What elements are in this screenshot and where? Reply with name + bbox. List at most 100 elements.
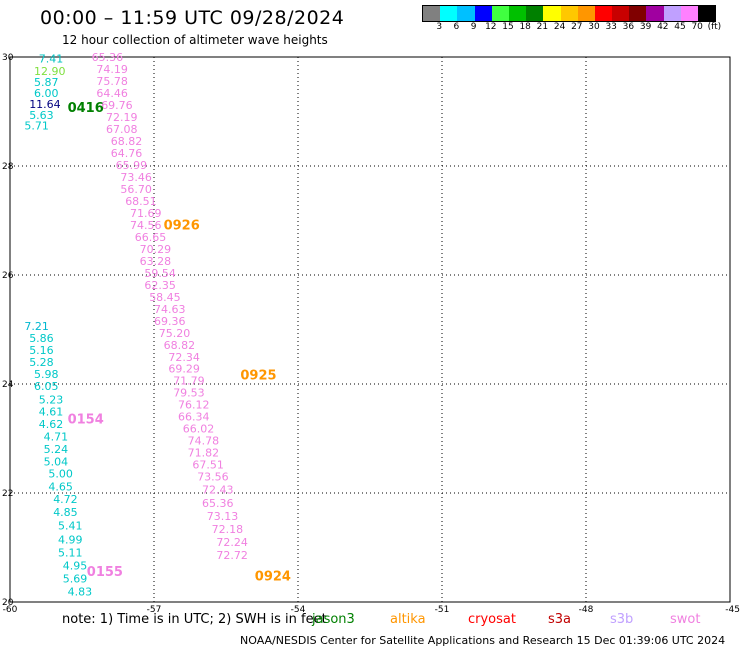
chart-title: 00:00 – 11:59 UTC 09/28/2024	[40, 7, 345, 29]
data-point-label: 75.78	[96, 75, 128, 88]
data-point-label: 4.83	[68, 586, 93, 599]
data-point-label: 5.00	[48, 467, 73, 480]
color-scale-swatch	[423, 6, 441, 21]
data-point-label: 74.19	[96, 63, 128, 76]
footer-note: note: 1) Time is in UTC; 2) SWH is in fe…	[62, 612, 327, 627]
data-point-label: 72.19	[106, 111, 138, 124]
color-scale-label: 70	[691, 22, 703, 32]
color-scale-swatch	[612, 6, 630, 21]
color-scale-swatch	[577, 6, 595, 21]
x-tick-label: -45	[725, 605, 740, 615]
y-tick-label: 24	[2, 380, 14, 390]
color-scale-swatch	[474, 6, 492, 21]
color-scale-label: 33	[605, 22, 617, 32]
color-scale-label: 27	[571, 22, 583, 32]
data-point-label: 76.12	[178, 399, 210, 412]
data-point-label: 12.90	[34, 65, 66, 78]
data-point-label: 5.87	[34, 76, 59, 89]
pass-time-label: 0925	[240, 369, 276, 384]
data-point-label: 4.72	[53, 493, 77, 506]
data-point-label: 73.56	[197, 471, 229, 484]
data-point-label: 72.24	[216, 536, 248, 549]
data-point-label: 72.72	[216, 549, 248, 562]
y-tick-label: 28	[2, 162, 14, 172]
data-point-label: 4.61	[39, 405, 64, 418]
data-point-label: 4.65	[48, 480, 73, 493]
data-point-label: 5.63	[29, 109, 54, 122]
x-tick-label: -57	[147, 605, 162, 615]
plot-frame	[9, 56, 731, 603]
data-point-label: 67.51	[192, 459, 224, 472]
color-scale-swatch	[646, 6, 664, 21]
data-point-label: 7.21	[24, 320, 49, 333]
data-point-label: 69.29	[168, 363, 200, 376]
data-point-label: 66.02	[183, 423, 215, 436]
y-tick-label: 30	[2, 53, 14, 63]
legend-item-s3b: s3b	[610, 612, 634, 627]
color-scale-label: 6	[453, 22, 460, 32]
data-point-label: 7.41	[39, 53, 64, 66]
data-point-label: 74.78	[188, 435, 220, 448]
color-scale-label: 36	[622, 22, 635, 32]
pass-time-label: 0155	[87, 565, 123, 580]
y-tick-label: 26	[2, 271, 14, 281]
data-point-label: 68.82	[164, 339, 196, 352]
data-point-label: 4.95	[63, 559, 88, 572]
data-point-label: 72.18	[212, 523, 244, 536]
color-scale-swatch	[663, 6, 681, 21]
color-scale-label: 39	[639, 22, 652, 32]
data-point-label: 68.51	[125, 195, 157, 208]
color-scale-swatch	[543, 6, 561, 21]
data-point-label: 4.62	[39, 418, 64, 431]
y-tick-label: 22	[2, 489, 13, 499]
data-point-label: 64.46	[96, 87, 128, 100]
time-labels: 0416 0926 0925 0154 0155 0924	[68, 101, 291, 584]
color-scale-label: 30	[588, 22, 600, 32]
color-scale-label: 45	[674, 22, 686, 32]
data-point-label: 71.69	[130, 207, 162, 220]
data-point-label: 66.34	[178, 411, 210, 424]
data-point-label: 70.29	[140, 243, 172, 256]
data-point-label: 58.45	[149, 291, 181, 304]
data-point-label: 5.41	[58, 520, 83, 533]
color-scale-swatch	[560, 6, 578, 21]
data-point-label: 59.54	[144, 267, 176, 280]
pass-time-label: 0924	[255, 569, 291, 584]
data-point-label: 5.28	[29, 356, 54, 369]
y-tick-labels: 20 22 24 26 28 30	[2, 53, 14, 608]
color-scale-swatch	[594, 6, 613, 21]
color-scale-label: 24	[553, 22, 566, 32]
data-point-label: 5.86	[29, 332, 54, 345]
data-point-label: 68.82	[111, 135, 143, 148]
data-point-label: 65.36	[92, 51, 124, 64]
color-scale-swatch	[508, 6, 527, 21]
data-point-label: 67.08	[106, 123, 138, 136]
data-point-label: 69.76	[101, 99, 133, 112]
data-point-label: 5.24	[44, 443, 69, 456]
data-point-label: 75.20	[159, 327, 191, 340]
data-point-label: 5.04	[44, 455, 69, 468]
x-tick-labels: -60 -57 -54 -51 -48 -45	[3, 605, 740, 615]
x-tick-label: -51	[435, 605, 450, 615]
color-scale-label: 21	[536, 22, 549, 32]
data-point-label: 4.99	[58, 533, 83, 546]
legend-item-cryosat: cryosat	[468, 612, 516, 627]
data-point-label: 4.71	[44, 430, 69, 443]
color-scale-label: 9	[470, 22, 477, 32]
color-scale-swatch	[680, 6, 698, 21]
color-scale-label: 15	[502, 22, 514, 32]
color-scale-label: 12	[485, 22, 497, 32]
data-point-label: 5.11	[58, 546, 83, 559]
data-point-label: 65.99	[116, 159, 148, 172]
data-point-label: 65.36	[202, 497, 234, 510]
data-point-label: 63.28	[140, 255, 172, 268]
data-point-label: 74.56	[130, 219, 162, 232]
color-scale-swatch	[491, 6, 509, 21]
color-scale-swatch	[698, 6, 716, 21]
pass-time-label: 0416	[68, 101, 104, 116]
x-tick-label: -54	[291, 605, 306, 615]
color-scale-label: 18	[519, 22, 531, 32]
data-point-label: 79.53	[173, 387, 205, 400]
x-tick-label: -60	[3, 605, 18, 615]
data-point-label: 6.00	[34, 87, 59, 100]
